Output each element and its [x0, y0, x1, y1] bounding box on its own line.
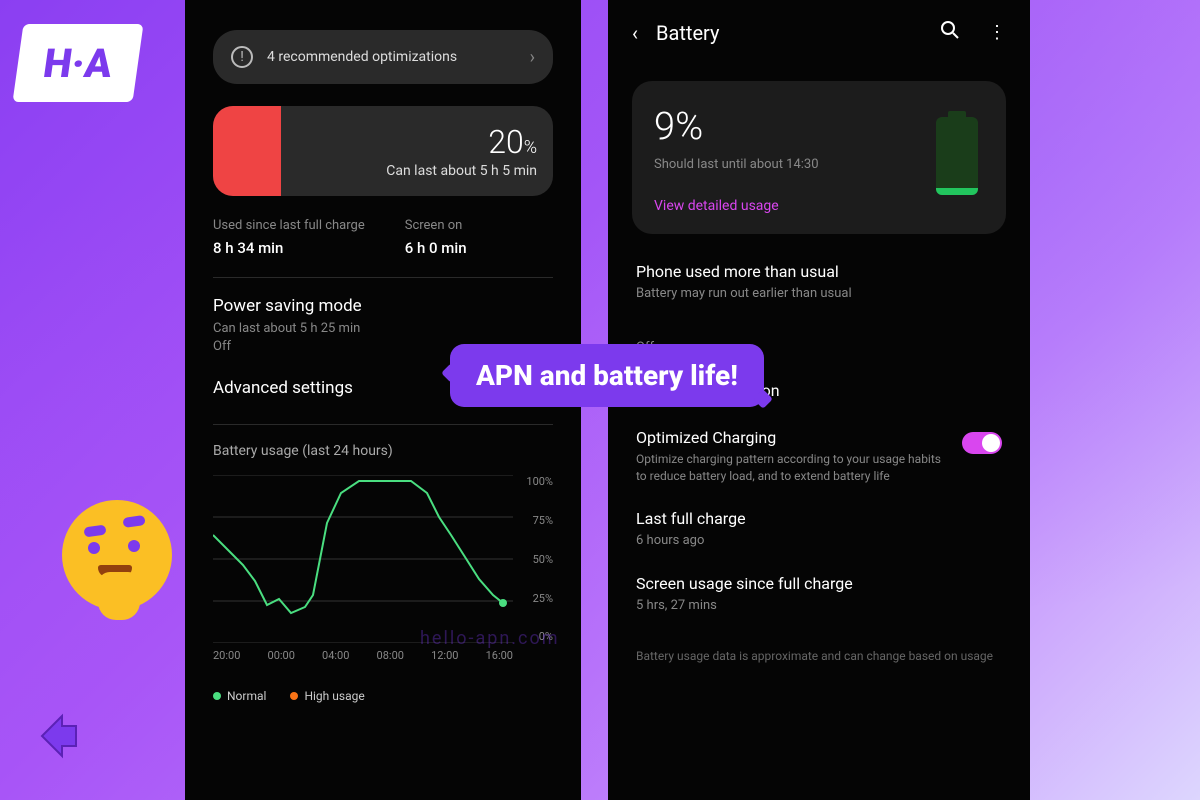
screen-usage: Screen usage since full charge 5 hrs, 27…: [608, 574, 1030, 639]
header: ‹ Battery ⋮: [608, 0, 1030, 65]
back-arrow-icon: [28, 708, 84, 764]
chart-legend: Normal High usage: [213, 675, 553, 703]
legend-dot-icon: [290, 692, 298, 700]
battery-icon: [936, 117, 978, 195]
thinking-emoji-hand: [98, 572, 140, 620]
battery-level-card[interactable]: 20% Can last about 5 h 5 min: [213, 106, 553, 196]
footnote: Battery usage data is approximate and ca…: [608, 639, 1030, 673]
battery-percent: 20%: [488, 123, 537, 161]
optimized-charging[interactable]: Optimized Charging Optimize charging pat…: [608, 428, 1030, 509]
watermark: hello-apn.com: [420, 628, 560, 649]
battery-estimate: Should last until about 14:30: [654, 157, 984, 172]
battery-percent: 9%: [654, 105, 984, 149]
optimized-charging-toggle[interactable]: [962, 432, 1002, 454]
detailed-usage-link[interactable]: View detailed usage: [654, 198, 984, 214]
back-icon[interactable]: ‹: [632, 21, 638, 45]
search-icon[interactable]: [940, 20, 960, 45]
stat-used-since-charge: Used since last full charge 8 h 34 min: [213, 218, 365, 257]
chart-svg: [213, 475, 513, 643]
legend-high-usage: High usage: [290, 689, 364, 703]
chart-title: Battery usage (last 24 hours): [213, 443, 553, 459]
chevron-right-icon: ›: [530, 47, 535, 68]
more-icon[interactable]: ⋮: [988, 22, 1006, 43]
usage-stats: Used since last full charge 8 h 34 min S…: [185, 218, 581, 277]
legend-normal: Normal: [213, 689, 266, 703]
battery-usage-chart: Battery usage (last 24 hours) 100% 75% 5…: [185, 443, 581, 703]
battery-estimate: Can last about 5 h 5 min: [386, 163, 537, 179]
optimizations-text: 4 recommended optimizations: [267, 49, 516, 65]
page-title: Battery: [656, 21, 922, 45]
stat-screen-on: Screen on 6 h 0 min: [405, 218, 467, 257]
callout-badge: APN and battery life!: [450, 344, 764, 407]
divider: [213, 277, 553, 278]
legend-dot-icon: [213, 692, 221, 700]
battery-fill: [213, 106, 281, 196]
usage-warning: Phone used more than usual Battery may r…: [608, 262, 1030, 327]
last-full-charge: Last full charge 6 hours ago: [608, 509, 1030, 574]
logo: H·A: [13, 24, 144, 102]
chart-y-axis: 100% 75% 50% 25% 0%: [526, 475, 553, 643]
optimizations-banner[interactable]: ! 4 recommended optimizations ›: [213, 30, 553, 84]
divider: [213, 424, 553, 425]
battery-summary-card: 9% Should last until about 14:30 View de…: [632, 81, 1006, 234]
info-icon: !: [231, 46, 253, 68]
